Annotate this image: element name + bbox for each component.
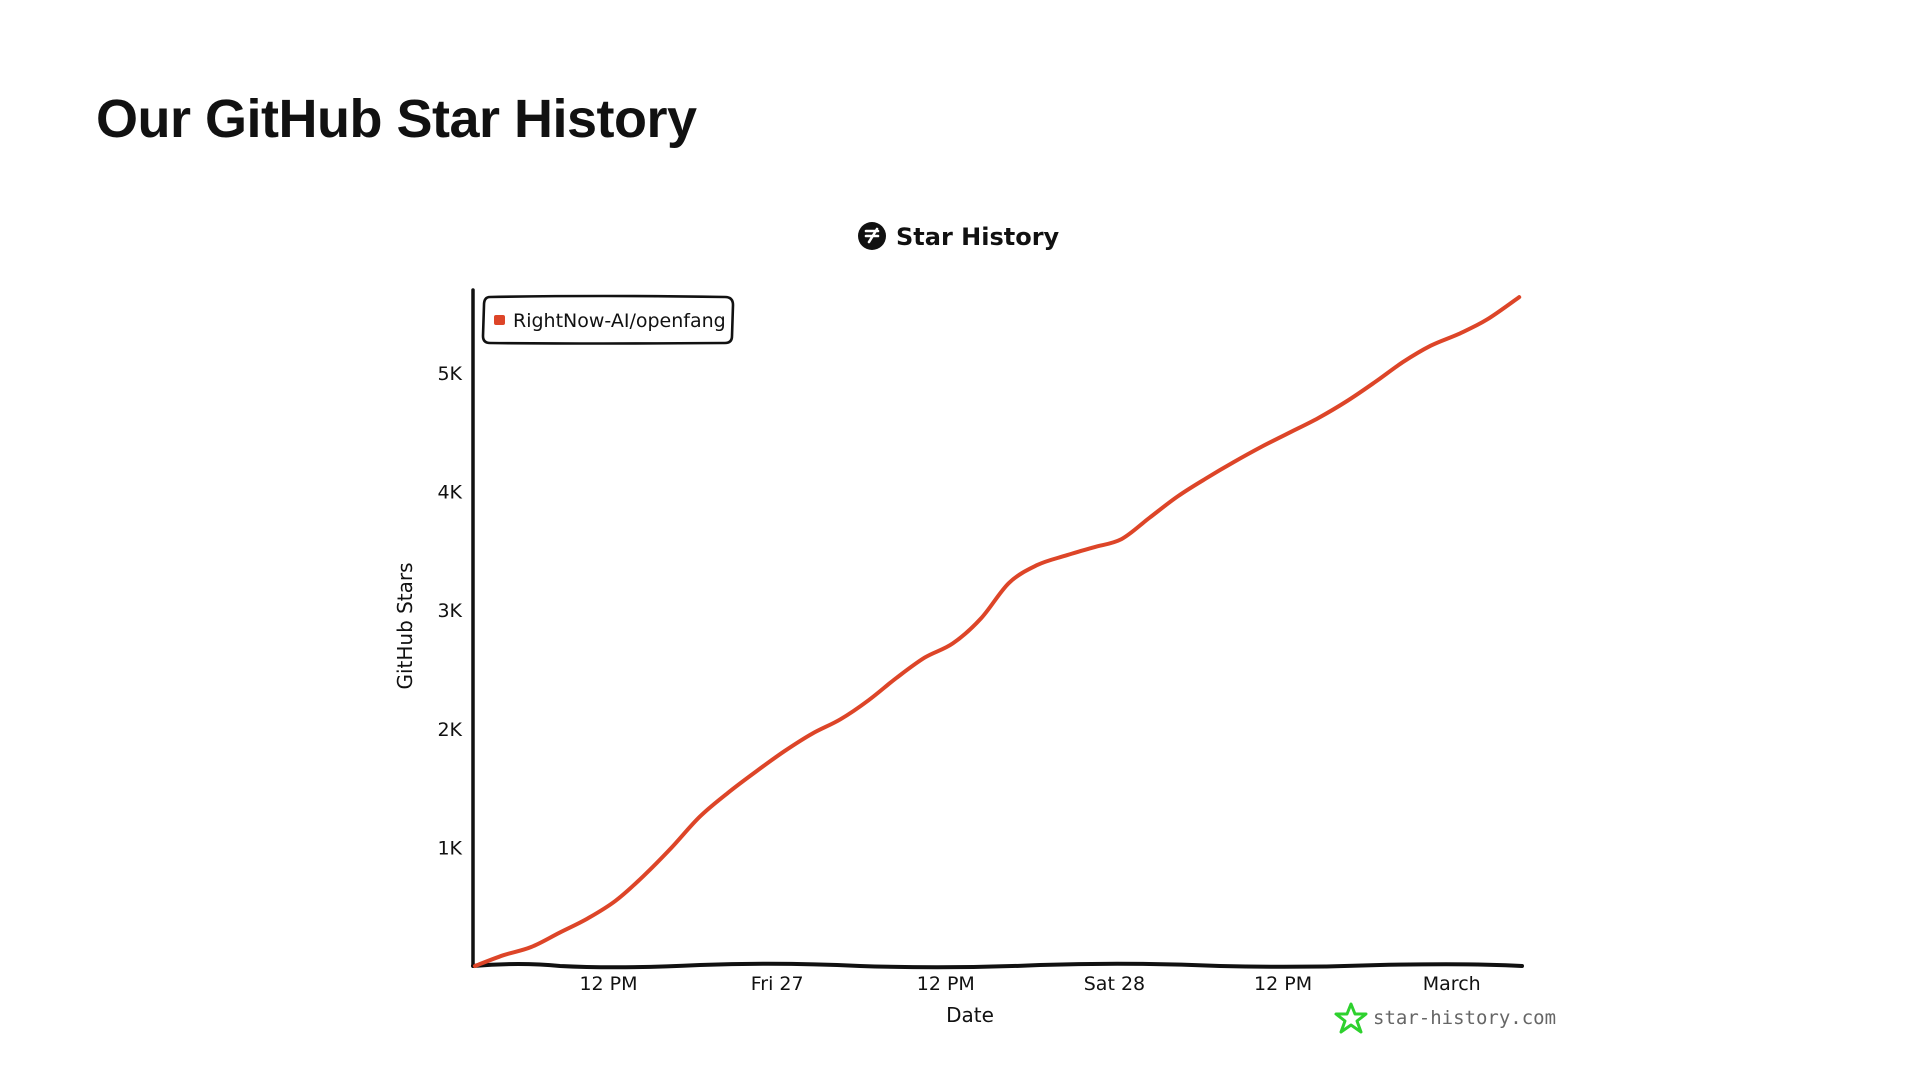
watermark: star-history.com [1334,1002,1556,1034]
x-tick-label: 12 PM [917,973,975,995]
legend-entry-openfang: RightNow-AI/openfang [513,310,726,332]
x-tick-label: March [1423,973,1481,995]
star-outline-icon [1334,1002,1368,1034]
legend-swatch-openfang [494,315,505,325]
x-tick-label: Sat 28 [1084,973,1145,995]
x-axis-title: Date [946,1003,994,1027]
page-title: Our GitHub Star History [96,89,697,149]
y-axis-ticks: 1K 2K 3K 4K 5K [437,363,462,859]
star-history-logo-icon [858,222,886,250]
y-tick-label: 2K [437,719,462,741]
y-tick-label: 5K [437,363,462,385]
y-tick-label: 3K [437,600,462,622]
x-tick-label: Fri 27 [751,973,804,995]
y-axis-title: GitHub Stars [393,562,417,689]
watermark-text: star-history.com [1373,1007,1556,1029]
y-axis-line [471,288,476,968]
y-tick-label: 4K [437,482,462,504]
x-tick-label: 12 PM [1254,973,1312,995]
x-axis-ticks: 12 PM Fri 27 12 PM Sat 28 12 PM March [579,973,1480,995]
chart-title: Star History [896,223,1060,251]
x-tick-label: 12 PM [579,973,637,995]
series-line-openfang [473,295,1522,968]
x-axis-line [471,961,1524,970]
chart-title-group: Star History [858,222,1060,251]
y-tick-label: 1K [437,837,462,859]
legend-box [481,294,735,345]
legend: RightNow-AI/openfang [481,294,735,345]
